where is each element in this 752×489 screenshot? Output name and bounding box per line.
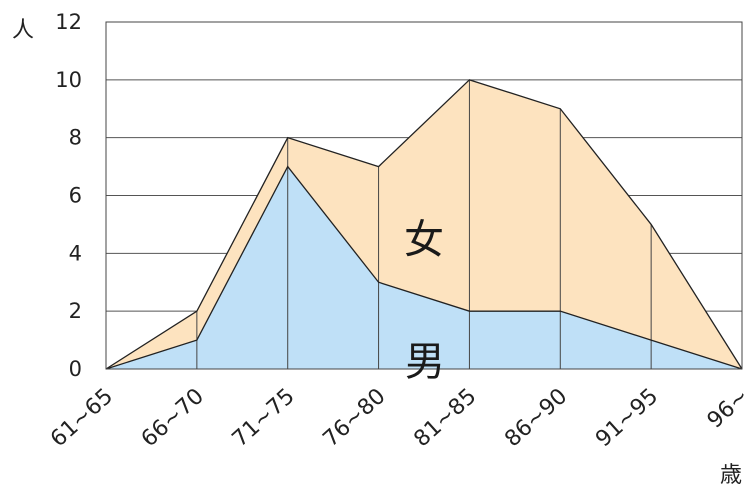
line-male (105, 165, 743, 370)
series-outlines (105, 79, 743, 370)
x-tick-4: 81~85 (409, 384, 481, 452)
line-total (105, 79, 743, 370)
y-tick-8: 8 (69, 126, 82, 150)
x-tick-2: 71~75 (228, 384, 300, 452)
series-label-male: 男 (405, 339, 445, 385)
x-tick-7: 96~ (703, 384, 752, 434)
y-axis-label: 人 (12, 18, 34, 43)
x-tick-1: 66~70 (137, 384, 209, 452)
y-tick-6: 6 (69, 184, 82, 208)
x-tick-5: 86~90 (500, 384, 572, 452)
series-label-female: 女 (404, 217, 444, 263)
area-female (106, 79, 742, 369)
y-tick-0: 0 (69, 357, 82, 381)
y-tick-12: 12 (55, 10, 82, 34)
y-tick-10: 10 (55, 68, 82, 92)
category-dividers (196, 79, 652, 369)
y-tick-2: 2 (69, 299, 82, 323)
x-tick-3: 76~80 (319, 384, 391, 452)
plot-frame (105, 21, 743, 370)
x-axis-label: 歳 (720, 463, 742, 488)
x-tick-0: 61~65 (46, 384, 118, 452)
x-tick-6: 91~95 (591, 384, 663, 452)
x-tick-labels: 61~65 66~70 71~75 76~80 81~85 86~90 91~95 96~ (46, 384, 752, 452)
y-tick-4: 4 (69, 241, 82, 265)
y-tick-labels: 0 2 4 6 8 10 12 (55, 10, 82, 381)
